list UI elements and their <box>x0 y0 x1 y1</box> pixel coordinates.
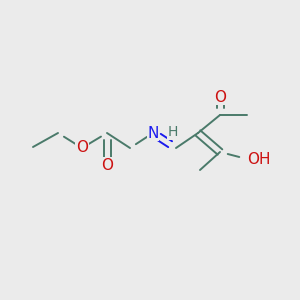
Text: O: O <box>101 158 113 172</box>
Text: H: H <box>168 125 178 139</box>
Text: N: N <box>147 125 159 140</box>
Text: OH: OH <box>247 152 271 166</box>
Text: O: O <box>76 140 88 155</box>
Text: O: O <box>214 89 226 104</box>
